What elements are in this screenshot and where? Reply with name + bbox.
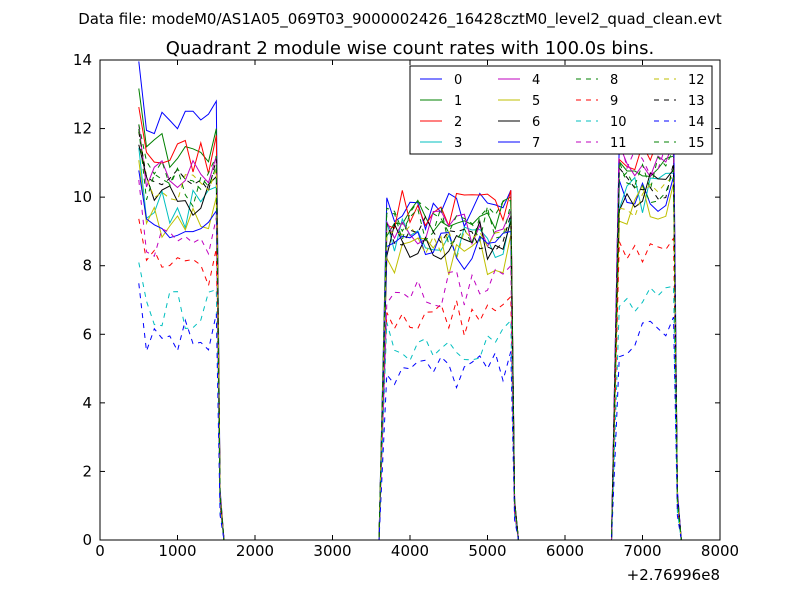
series-line-1 [138,88,682,541]
y-tick-label: 12 [73,120,92,138]
legend-label: 8 [610,73,618,88]
series-line-2 [138,107,682,541]
x-tick-label: 8000 [701,542,739,560]
legend-box [409,65,713,155]
x-tick-label: 0 [95,542,105,560]
series-line-9 [138,218,682,541]
y-tick-label: 4 [82,394,92,412]
series-line-13 [138,131,682,541]
legend-label: 5 [532,94,540,109]
series-line-11 [138,133,682,541]
series-line-15 [138,128,682,541]
x-tick-label: 7000 [623,542,661,560]
legend-label: 15 [688,136,705,151]
y-tick-label: 10 [73,188,92,206]
legend-label: 4 [532,73,540,88]
legend-label: 3 [454,136,462,151]
legend-label: 0 [454,73,462,88]
y-tick-label: 6 [82,325,92,343]
y-tick-label: 2 [82,462,92,480]
x-tick-label: 2000 [236,542,274,560]
series-line-14 [138,283,682,541]
legend-label: 7 [532,136,540,151]
legend-label: 12 [688,73,705,88]
series-layer [138,61,682,541]
y-tick-label: 0 [82,531,92,549]
chart-suptitle: Data file: modeM0/AS1A05_069T03_90000024… [78,10,722,29]
x-tick-label: 5000 [468,542,506,560]
legend-label: 10 [610,115,627,130]
series-line-3 [138,147,682,541]
series-line-10 [138,262,682,541]
legend-label: 6 [532,115,540,130]
series-line-12 [138,130,682,541]
x-tick-label: 4000 [391,542,429,560]
x-offset-label: +2.76996e8 [627,566,720,584]
y-tick-label: 14 [73,51,92,69]
x-tick-label: 3000 [313,542,351,560]
series-line-6 [138,144,682,541]
x-tick-label: 1000 [158,542,196,560]
x-tick-label: 6000 [546,542,584,560]
legend-label: 14 [688,115,705,130]
legend-label: 11 [610,136,627,151]
legend-label: 9 [610,94,618,109]
legend-label: 1 [454,94,462,109]
y-tick-label: 8 [82,257,92,275]
legend-label: 13 [688,94,705,109]
legend-label: 2 [454,115,462,130]
axis-ticks: 0 1000 2000 3000 4000 5000 6000 7000 80000246810… [73,51,739,560]
series-line-4 [138,124,682,541]
chart-title: Quadrant 2 module wise count rates with … [166,38,655,59]
